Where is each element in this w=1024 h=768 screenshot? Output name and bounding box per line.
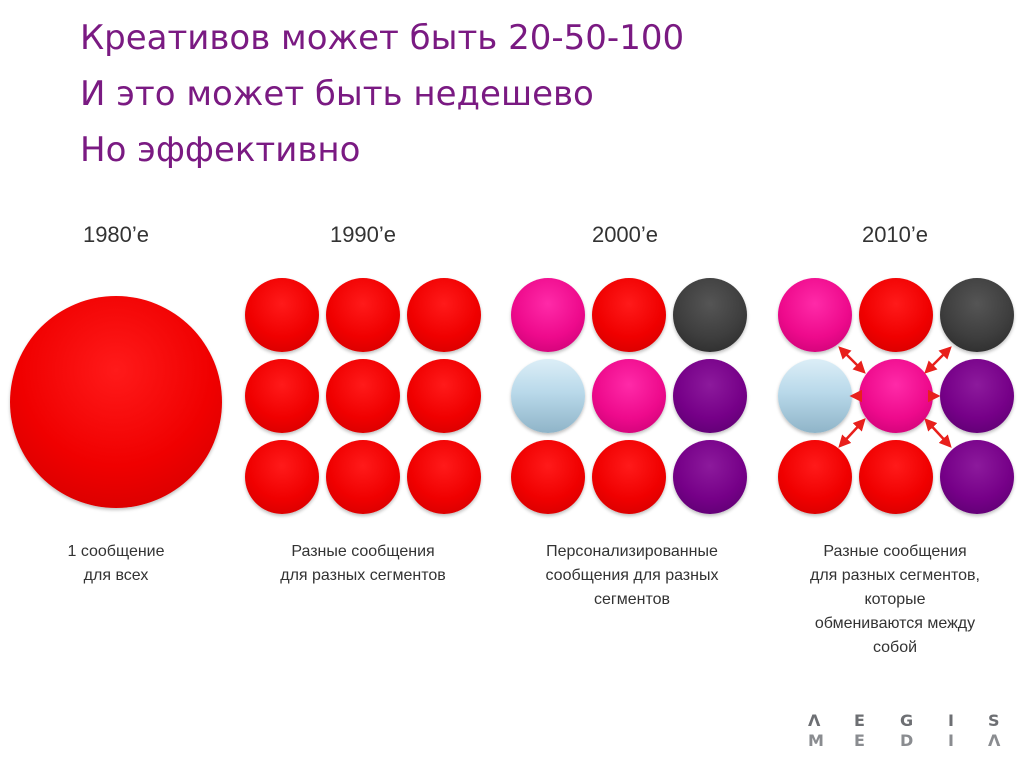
caption-2010: Разные сообщения для разных сегментов, к…: [810, 543, 980, 656]
arrow-center-bottom-left: [838, 418, 866, 448]
segment-circle-pink: [778, 278, 852, 352]
caption-2000: Персонализированные сообщения для разных…: [545, 543, 719, 608]
caption-1980: 1 сообщение для всех: [67, 543, 165, 584]
segment-circle-red: [245, 359, 319, 433]
segment-circle-purple: [940, 440, 1014, 514]
decade-label-1990: 1990’е: [329, 222, 397, 247]
single-message-circle: [10, 296, 222, 508]
arrow-center-top-left: [838, 346, 866, 374]
decade-label-2010: 2010’е: [861, 222, 929, 247]
segment-circle-red: [592, 440, 666, 514]
decade-label-1980: 1980’е: [82, 222, 150, 247]
segment-circle-dark: [673, 278, 747, 352]
title-line-2: И это может быть недешево: [80, 74, 594, 114]
segment-circle-pink: [592, 359, 666, 433]
segment-circle-red: [245, 440, 319, 514]
segment-circle-dark: [940, 278, 1014, 352]
segment-circle-red: [326, 359, 400, 433]
segment-circle-red: [407, 359, 481, 433]
arrow-center-bottom-right: [924, 418, 952, 448]
title-line-1: Креативов может быть 20-50-100: [80, 18, 685, 58]
caption-1990: Разные сообщения для разных сегментов: [280, 543, 446, 584]
slide-title: Креативов может быть 20-50-100 И это мож…: [80, 10, 684, 178]
segment-circle-red: [245, 278, 319, 352]
segment-circle-red: [407, 278, 481, 352]
segment-circle-red: [511, 440, 585, 514]
segment-circle-red: [859, 440, 933, 514]
segment-circle-red: [326, 440, 400, 514]
segment-circle-red: [592, 278, 666, 352]
segment-circle-red: [859, 278, 933, 352]
aegis-media-logo: Λ E G I S M E D I Λ: [808, 711, 1001, 750]
segment-circle-red: [407, 440, 481, 514]
segment-circle-pink: [859, 359, 933, 433]
segment-circle-red: [778, 440, 852, 514]
segment-circle-purple: [673, 359, 747, 433]
segment-circle-purple: [673, 440, 747, 514]
title-line-3: Но эффективно: [80, 130, 361, 170]
segment-circle-purple: [940, 359, 1014, 433]
segment-circle-light: [511, 359, 585, 433]
arrow-center-top-right: [924, 346, 952, 374]
decade-label-2000: 2000’е: [591, 222, 659, 247]
segment-circle-pink: [511, 278, 585, 352]
segment-circle-red: [326, 278, 400, 352]
